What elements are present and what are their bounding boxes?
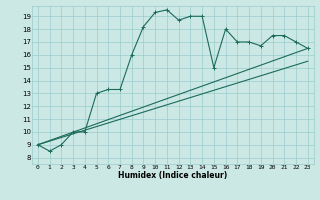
X-axis label: Humidex (Indice chaleur): Humidex (Indice chaleur) xyxy=(118,171,228,180)
